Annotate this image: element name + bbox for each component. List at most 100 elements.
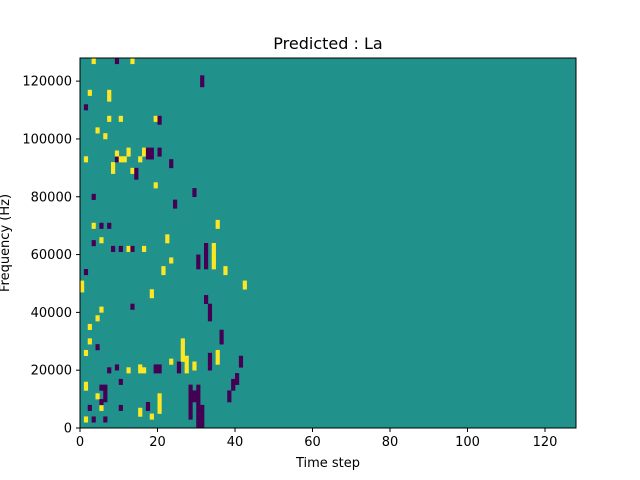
heatmap-cell-high — [142, 370, 147, 374]
heatmap-cell-high — [107, 118, 112, 122]
heatmap-cell-low — [200, 419, 205, 423]
heatmap-cell-low — [157, 150, 162, 154]
heatmap-cell-high — [107, 89, 112, 93]
heatmap-cell-high — [114, 150, 120, 154]
heatmap-cell-high — [211, 266, 216, 270]
heatmap-cell-high — [157, 396, 162, 400]
heatmap-cell-high — [184, 358, 189, 362]
heatmap-cell-high — [118, 156, 123, 160]
heatmap-cell-low — [83, 107, 89, 111]
heatmap-cell-low — [87, 404, 92, 409]
heatmap-cell-low — [118, 245, 123, 250]
heatmap-cell-low — [196, 266, 201, 270]
heatmap-cell-high — [80, 283, 85, 287]
heatmap-cell-low — [134, 167, 139, 172]
heatmap-cell-low — [196, 393, 201, 397]
heatmap-cell-low — [145, 147, 151, 151]
heatmap-cell-low — [196, 416, 201, 420]
heatmap-cell-high — [211, 257, 216, 261]
heatmap-cell-low — [196, 254, 201, 258]
heatmap-cell-low — [103, 384, 108, 388]
heatmap-cell-high — [169, 358, 174, 362]
heatmap-cell-low — [114, 159, 120, 163]
heatmap-cell-low — [219, 329, 224, 333]
heatmap-cell-high — [87, 326, 92, 331]
heatmap-cell-low — [118, 407, 123, 411]
heatmap-cell-low — [204, 300, 209, 304]
heatmap-cell-high — [91, 222, 96, 226]
y-tick-label: 120000 — [22, 75, 72, 90]
heatmap-cell-high — [103, 136, 108, 140]
heatmap-cell-high — [138, 370, 143, 374]
heatmap-cell-high — [99, 306, 104, 310]
heatmap-cell-high — [184, 361, 189, 365]
heatmap-cell-low — [196, 260, 201, 264]
heatmap-cell-high — [153, 118, 158, 122]
heatmap-cell-high — [153, 185, 158, 189]
plot-area — [79, 57, 577, 429]
heatmap-cell-low — [188, 416, 193, 420]
heatmap-cell-high — [169, 361, 174, 365]
heatmap-cell-high — [91, 58, 96, 62]
heatmap-cell-high — [122, 159, 127, 163]
heatmap-cell-low — [188, 396, 193, 400]
heatmap-cell-low — [196, 257, 201, 261]
y-tick-label: 40000 — [31, 306, 72, 321]
heatmap-cell-high — [180, 338, 185, 342]
heatmap-cell-high — [215, 219, 220, 224]
heatmap-cell-low — [188, 407, 193, 411]
heatmap-cell-high — [99, 309, 104, 313]
heatmap-cell-low — [134, 176, 139, 180]
heatmap-cell-high — [83, 381, 89, 385]
heatmap-cell-low — [130, 303, 135, 307]
heatmap-cell-high — [184, 364, 189, 368]
x-tick-label: 80 — [382, 435, 399, 450]
heatmap-cell-low — [95, 344, 100, 348]
heatmap-cell-low — [235, 381, 240, 385]
heatmap-cell-low — [111, 245, 116, 250]
heatmap-cell-low — [91, 196, 96, 200]
heatmap-cell-high — [95, 130, 100, 134]
heatmap-cell-low — [188, 413, 193, 417]
heatmap-cell-high — [161, 271, 166, 276]
heatmap-cell-high — [149, 292, 154, 296]
heatmap-cell-high — [142, 245, 147, 250]
heatmap-cell-low — [219, 338, 224, 342]
heatmap-cell-low — [207, 352, 213, 357]
heatmap-cell-high — [138, 367, 143, 371]
heatmap-cell-high — [242, 283, 247, 287]
heatmap-cell-low — [188, 410, 193, 414]
heatmap-cell-low — [145, 407, 151, 411]
heatmap-cell-low — [130, 245, 135, 250]
heatmap-cell-high — [149, 413, 154, 417]
x-tick-label: 120 — [533, 435, 558, 450]
heatmap-cell-high — [180, 344, 185, 348]
y-tick-label: 80000 — [31, 190, 72, 205]
heatmap-cell-low — [196, 425, 201, 429]
heatmap-cell-low — [149, 150, 154, 154]
heatmap-cell-low — [227, 399, 232, 403]
heatmap-cell-high — [157, 407, 162, 411]
heatmap-cell-low — [103, 390, 108, 394]
heatmap-cell-high — [192, 361, 197, 365]
heatmap-cell-low — [176, 364, 182, 368]
heatmap-cell-high — [126, 248, 131, 252]
heatmap-cell-low — [188, 384, 193, 388]
heatmap-cell-low — [192, 390, 197, 394]
heatmap-cell-high — [242, 280, 247, 284]
heatmap-cell-high — [149, 289, 154, 293]
heatmap-cell-low — [188, 393, 193, 397]
heatmap-cell-low — [145, 404, 151, 409]
heatmap-cell-low — [227, 393, 232, 397]
heatmap-cell-low — [130, 306, 135, 310]
heatmap-cell-low — [169, 162, 174, 166]
heatmap-cell-low — [188, 387, 193, 391]
heatmap-cell-low — [114, 60, 120, 65]
heatmap-cell-low — [200, 413, 205, 417]
heatmap-cell-low — [99, 225, 104, 229]
heatmap-cell-low — [176, 367, 182, 371]
heatmap-cell-low — [149, 153, 154, 157]
heatmap-cell-high — [111, 162, 116, 166]
heatmap-cell-high — [130, 58, 135, 62]
